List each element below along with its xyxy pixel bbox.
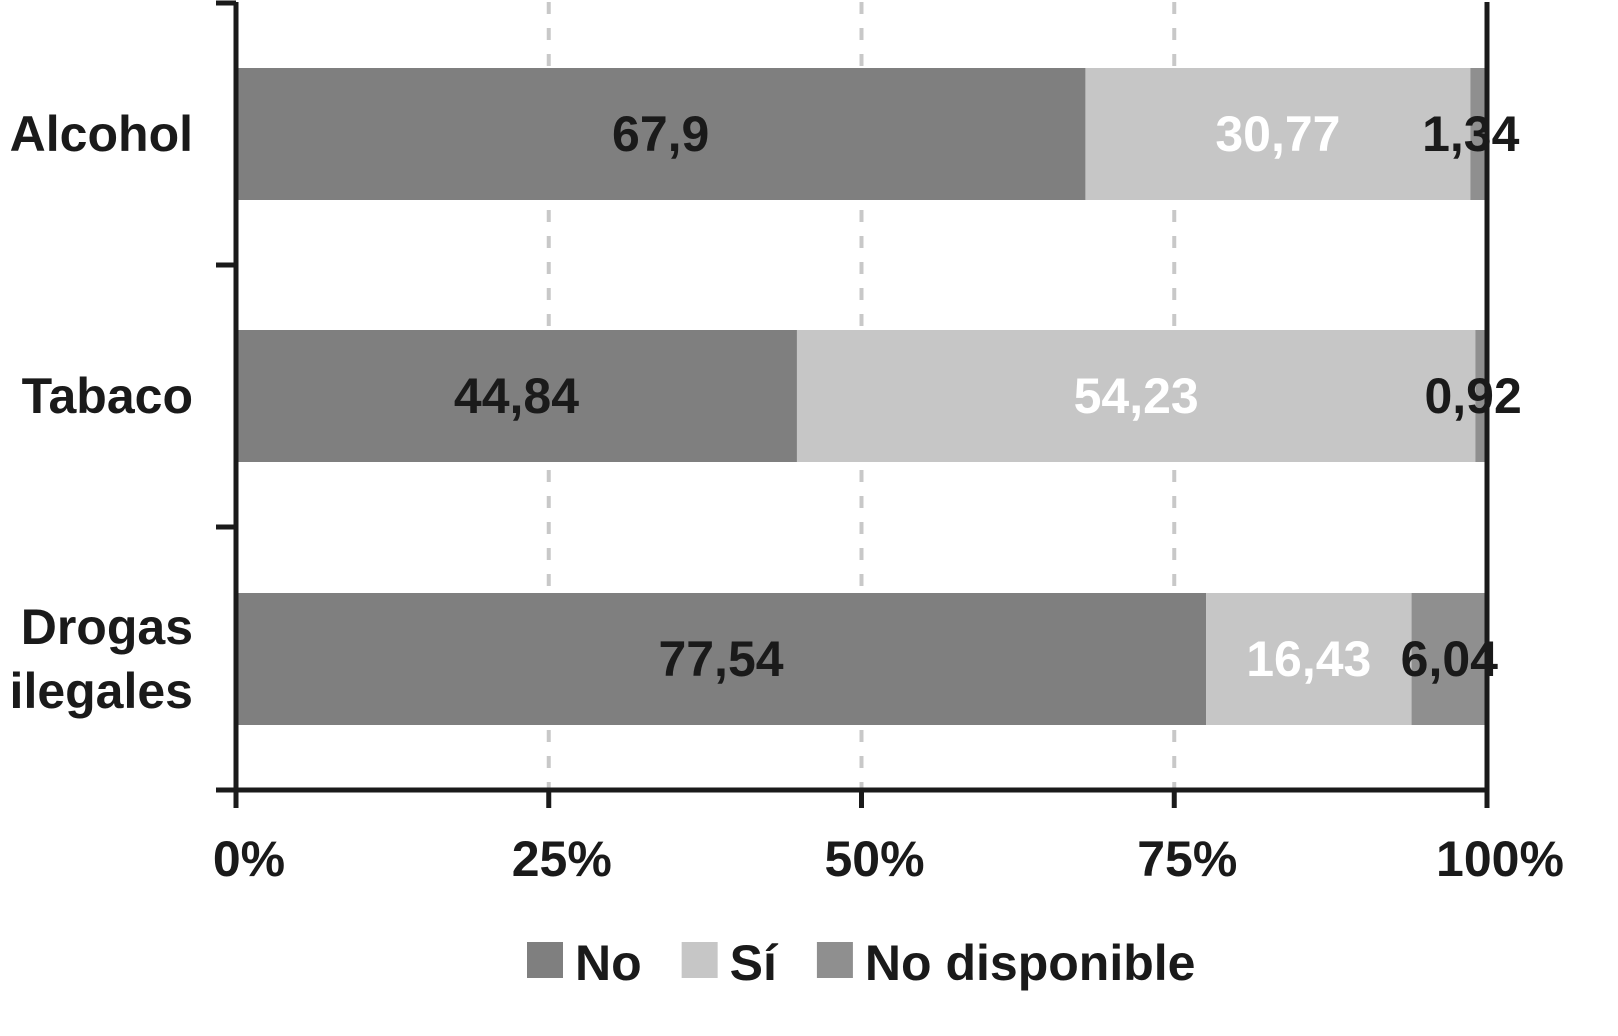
bar-0-2 (1470, 68, 1488, 200)
data-label-0-2: 1,34 (1422, 106, 1520, 162)
legend-label-1: Sí (730, 935, 779, 991)
tick-labels: 0% 25% 50% 75% 100% Alcohol Tabaco Drogas ilegal… (10, 106, 1564, 887)
x-tick-label-4: 100% (1436, 831, 1564, 887)
bars (236, 68, 1488, 725)
data-labels: 67,9 30,77 1,34 44,84 54,23 0,92 77,54 16,43 6,0… (454, 106, 1522, 687)
data-label-1-1: 54,23 (1074, 368, 1199, 424)
bar-0-1 (1085, 68, 1471, 200)
bar-0-0 (236, 68, 1086, 200)
x-tick-label-3: 75% (1137, 831, 1237, 887)
bar-1-1 (796, 330, 1476, 462)
bar-2-1 (1206, 593, 1412, 725)
bar-1-0 (236, 330, 797, 462)
legend: No Sí No disponible (527, 935, 1195, 991)
legend-swatch-0 (527, 942, 563, 978)
category-label-2-1: ilegales (10, 663, 193, 719)
data-label-2-0: 77,54 (658, 631, 783, 687)
data-label-0-0: 67,9 (612, 106, 709, 162)
category-label-0-0: Alcohol (10, 106, 193, 162)
data-label-1-2: 0,92 (1424, 368, 1521, 424)
bar-2-0 (236, 593, 1207, 725)
x-tick-label-1: 25% (512, 831, 612, 887)
data-label-2-1: 16,43 (1246, 631, 1371, 687)
bar-1-2 (1475, 330, 1487, 462)
axes (216, 0, 1490, 808)
data-label-2-2: 6,04 (1401, 631, 1499, 687)
x-tick-label-0: 0% (213, 831, 285, 887)
bar-2-2 (1411, 593, 1488, 725)
legend-label-0: No (575, 935, 642, 991)
legend-label-2: No disponible (865, 935, 1196, 991)
legend-swatch-1 (681, 942, 718, 978)
category-label-2-0: Drogas (21, 599, 193, 655)
data-label-0-1: 30,77 (1215, 106, 1340, 162)
x-tick-label-2: 50% (824, 831, 924, 887)
category-label-1-0: Tabaco (22, 368, 193, 424)
data-label-1-0: 44,84 (454, 368, 579, 424)
legend-swatch-2 (816, 942, 853, 978)
